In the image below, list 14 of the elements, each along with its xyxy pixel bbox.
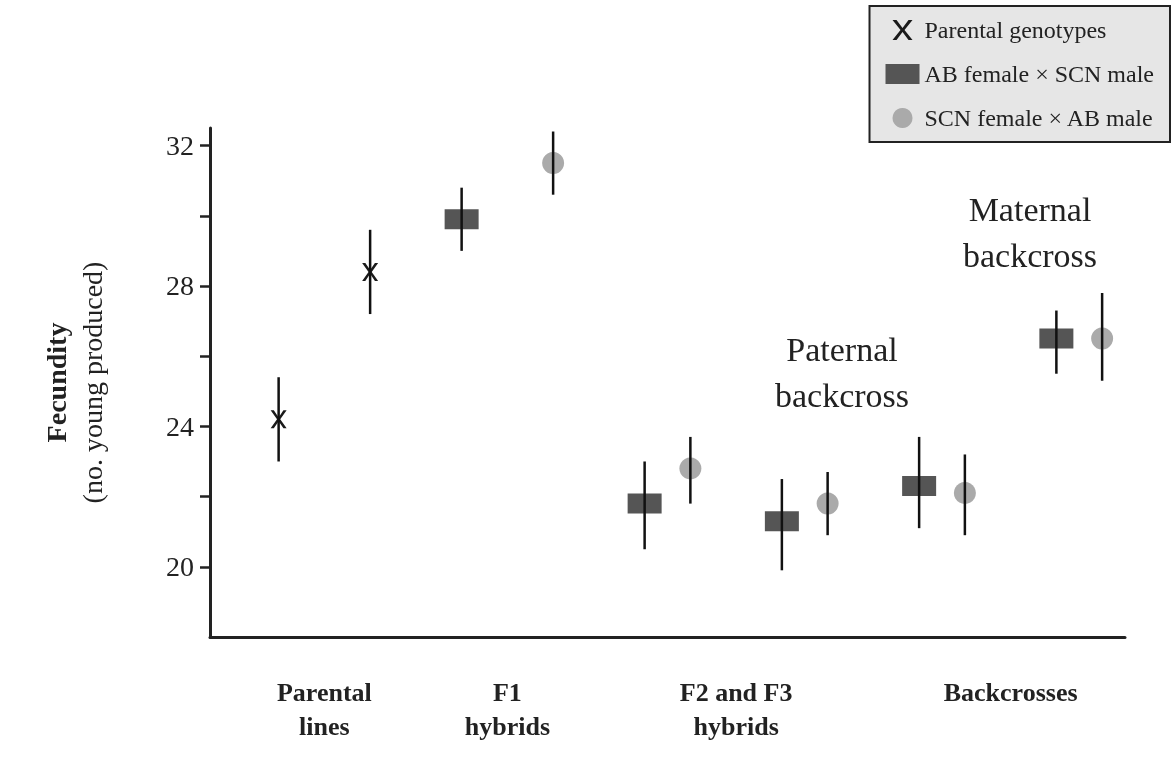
y-tick-label: 32 bbox=[166, 130, 194, 162]
y-axis-title: Fecundity (no. young produced) bbox=[40, 261, 108, 504]
legend-label: AB female × SCN male bbox=[924, 61, 1155, 87]
x-tick-label: Backcrosses bbox=[943, 677, 1078, 707]
y-tick-label: 24 bbox=[166, 410, 194, 442]
y-tick-label: 28 bbox=[166, 270, 194, 302]
y-tick-label: 20 bbox=[166, 551, 194, 583]
annotation: Maternal backcross bbox=[962, 190, 1098, 274]
annotation: Paternal backcross bbox=[774, 330, 910, 414]
x-tick-label: F2 and F3 hybrids bbox=[679, 677, 793, 741]
legend-label: SCN female × AB male bbox=[924, 105, 1153, 131]
x-tick-label: F1 hybrids bbox=[464, 677, 551, 741]
legend-label: Parental genotypes bbox=[924, 17, 1107, 43]
x-tick-label: Parental lines bbox=[276, 677, 372, 741]
